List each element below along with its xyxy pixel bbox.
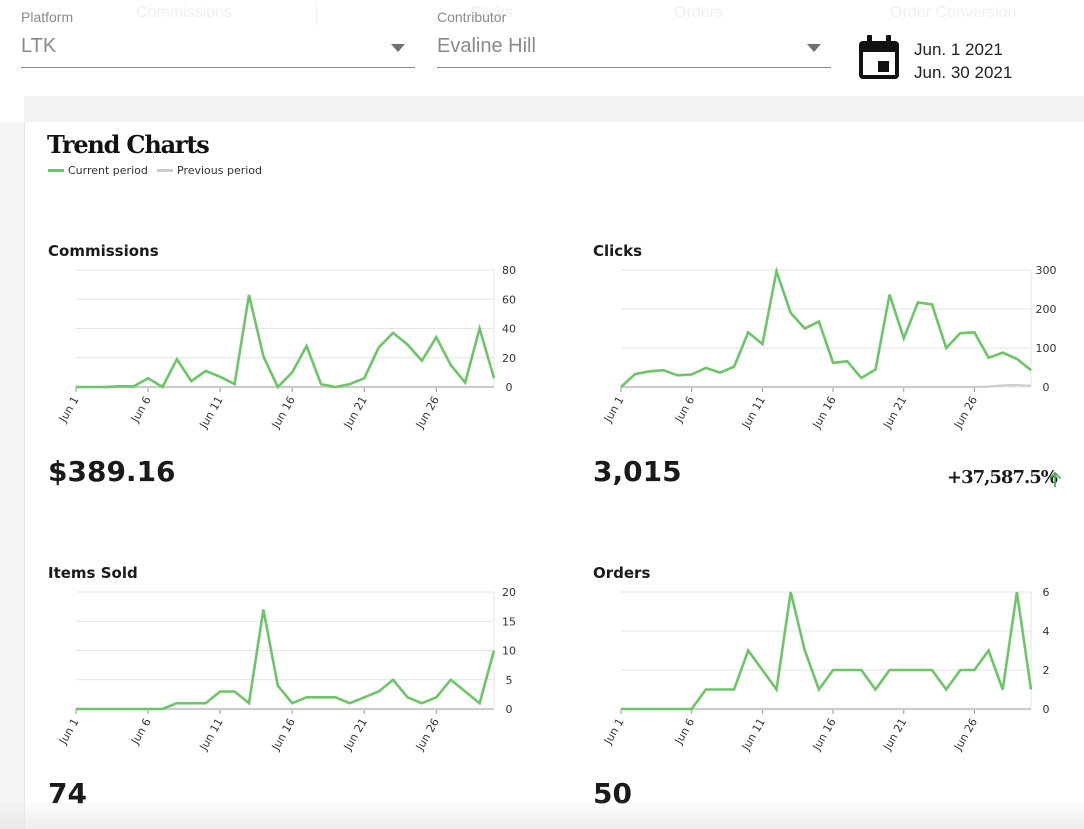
- contributor-value: Evaline Hill: [437, 35, 536, 57]
- chart-total: 50: [593, 777, 632, 810]
- y-tick-label: 200: [1036, 303, 1057, 316]
- x-tick-label: Jun 11: [197, 716, 226, 753]
- y-tick-label: 5: [506, 674, 513, 687]
- date-start: Jun. 1 2021: [914, 40, 1003, 59]
- x-tick-label: Jun 6: [128, 716, 154, 747]
- y-tick-label: 0: [506, 703, 513, 716]
- chart-total: $389.16: [48, 455, 176, 488]
- x-tick-label: Jun 21: [880, 716, 909, 753]
- legend-previous-label: Previous period: [177, 164, 263, 177]
- y-tick-label: 0: [1043, 381, 1050, 394]
- y-tick-label: 6: [1043, 586, 1050, 599]
- calendar-icon[interactable]: [857, 35, 901, 81]
- series-line-current: [621, 591, 1033, 711]
- x-tick-label: Jun 26: [413, 394, 442, 431]
- y-tick-label: 15: [502, 615, 516, 628]
- x-tick-label: Jun 11: [739, 394, 768, 431]
- x-tick-label: Jun 26: [951, 394, 980, 431]
- x-tick-label: Jun 1: [601, 394, 627, 425]
- trend-charts-panel: Trend Charts Current period Previous per…: [24, 122, 1084, 829]
- chart-title: Orders: [593, 564, 651, 582]
- legend-previous-swatch: [157, 168, 173, 172]
- x-tick-label: Jun 6: [672, 716, 698, 747]
- ghost-tab-strip: Commissions Clicks Orders Order Conversi…: [0, 2, 1084, 26]
- clicks-line-chart: 0 100 200 300 Jun 1 Jun 6 Jun 11 Jun 16 Jun 21 Ju…: [601, 264, 1057, 431]
- legend-current[interactable]: Current period: [48, 164, 148, 177]
- x-tick-label: Jun 26: [413, 716, 442, 753]
- chart-title: Clicks: [593, 242, 643, 260]
- chart-total: 74: [48, 777, 87, 810]
- series-line-current: [76, 609, 496, 711]
- chart-total: 3,015: [593, 455, 682, 488]
- chevron-down-icon[interactable]: [807, 44, 821, 52]
- y-tick-label: 0: [506, 381, 513, 394]
- y-tick-label: 0: [1043, 703, 1050, 716]
- y-tick-label: 40: [502, 323, 516, 336]
- x-tick-label: Jun 16: [810, 394, 839, 431]
- chart-title: Items Sold: [48, 564, 138, 582]
- period-change: +37,587.5%: [947, 467, 1058, 488]
- y-tick-label: 10: [502, 645, 516, 658]
- arrow-up-icon: [1048, 472, 1062, 487]
- commissions-chart-card: Commissions 0 20 40 60 80 Jun 1 Jun 6 Jun 11 Jun…: [48, 242, 568, 492]
- commissions-line-chart: 0 20 40 60 80 Jun 1 Jun 6 Jun 11 Jun 16 Jun 21 Jun…: [56, 264, 516, 431]
- x-tick-label: Jun 1: [601, 716, 627, 747]
- legend-current-swatch: [48, 168, 64, 172]
- platform-value: LTK: [21, 35, 57, 57]
- y-tick-label: 20: [502, 586, 516, 599]
- x-tick-label: Jun 11: [197, 394, 226, 431]
- chart-title: Commissions: [48, 242, 159, 260]
- date-end: Jun. 30 2021: [914, 63, 1013, 82]
- x-tick-label: Jun 16: [269, 394, 298, 431]
- orders-line-chart: 0 2 4 6 Jun 1 Jun 6 Jun 11 Jun 16 Jun 21 Jun 26: [601, 586, 1050, 753]
- platform-label: Platform: [21, 9, 74, 25]
- legend-previous[interactable]: Previous period: [157, 164, 262, 177]
- contributor-label: Contributor: [437, 9, 507, 25]
- x-tick-label: Jun 21: [341, 716, 370, 753]
- panel-header-shade: [24, 96, 1084, 122]
- contributor-select[interactable]: Contributor Evaline Hill: [437, 6, 831, 68]
- platform-select[interactable]: Platform LTK: [21, 6, 415, 68]
- ghost-tab-commissions: Commissions: [136, 4, 233, 21]
- orders-chart-card: Orders 0 2 4 6 Jun 1 Jun 6 Jun 11 Jun 16 Jun 21 J…: [593, 564, 1084, 814]
- x-tick-label: Jun 26: [951, 716, 980, 753]
- y-tick-label: 2: [1043, 664, 1050, 677]
- items-sold-line-chart: 0 5 10 15 20 Jun 1 Jun 6 Jun 11 Jun 16 Jun 21 Jun …: [56, 586, 516, 753]
- y-tick-label: 300: [1036, 264, 1057, 277]
- x-tick-label: Jun 1: [56, 394, 82, 425]
- series-line-current: [76, 294, 496, 390]
- x-tick-label: Jun 6: [128, 394, 154, 425]
- panel-title: Trend Charts: [47, 130, 210, 159]
- x-tick-label: Jun 1: [56, 716, 82, 747]
- ghost-tab-orders: Orders: [674, 4, 723, 21]
- y-tick-label: 100: [1036, 342, 1057, 355]
- date-range[interactable]: Jun. 1 2021 Jun. 30 2021: [914, 38, 1012, 84]
- x-tick-label: Jun 16: [269, 716, 298, 753]
- x-tick-label: Jun 6: [672, 394, 698, 425]
- chevron-down-icon[interactable]: [391, 44, 405, 52]
- ghost-divider: [316, 2, 317, 26]
- x-tick-label: Jun 11: [739, 716, 768, 753]
- y-tick-label: 80: [502, 264, 516, 277]
- y-tick-label: 60: [502, 293, 516, 306]
- items-sold-chart-card: Items Sold 0 5 10 15 20 Jun 1 Jun 6 Jun 11 Jun 1…: [48, 564, 568, 814]
- x-tick-label: Jun 21: [880, 394, 909, 431]
- legend-current-label: Current period: [68, 164, 148, 177]
- x-tick-label: Jun 21: [341, 394, 370, 431]
- x-tick-label: Jun 16: [810, 716, 839, 753]
- ghost-tab-clicks: Clicks: [470, 4, 513, 21]
- ghost-tab-order-conversion: Order Conversion: [890, 4, 1017, 21]
- y-tick-label: 4: [1043, 625, 1050, 638]
- y-tick-label: 20: [502, 352, 516, 365]
- series-line-previous: [621, 383, 1032, 389]
- clicks-chart-card: Clicks 0 100 200 300 Jun 1 Jun 6 Jun 11 Jun 16 J…: [593, 242, 1084, 492]
- series-line-current: [620, 266, 1032, 388]
